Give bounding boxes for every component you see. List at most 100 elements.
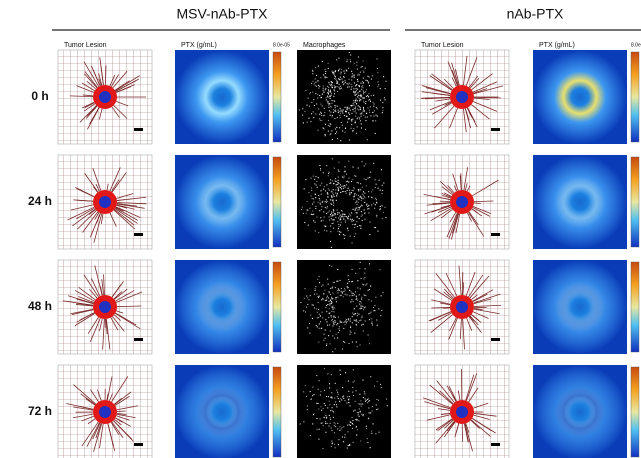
macrophage xyxy=(328,90,329,91)
macrophage xyxy=(334,90,335,91)
macrophage xyxy=(326,343,327,344)
macrophage xyxy=(331,100,332,101)
macrophage xyxy=(330,417,331,418)
macrophage xyxy=(362,284,363,285)
macrophage xyxy=(344,342,345,343)
macrophage xyxy=(325,405,326,406)
macrophage xyxy=(349,405,350,406)
macrophage xyxy=(358,85,359,86)
macrophage xyxy=(337,117,338,118)
macrophage xyxy=(353,103,354,104)
macrophage xyxy=(354,193,355,194)
macrophage xyxy=(328,216,329,217)
macrophage xyxy=(333,189,334,190)
macrophage xyxy=(319,323,320,324)
macrophage xyxy=(331,191,332,192)
macrophage xyxy=(324,186,325,187)
macrophage xyxy=(300,302,301,303)
macrophage xyxy=(349,193,350,194)
ptx-map xyxy=(533,365,627,458)
macrophage xyxy=(353,209,354,210)
macrophage xyxy=(349,114,350,115)
macrophage xyxy=(353,301,354,302)
macrophage xyxy=(327,86,328,87)
macrophage xyxy=(327,96,328,97)
macrophage xyxy=(332,214,333,215)
macrophage xyxy=(364,307,365,308)
macrophage xyxy=(351,181,352,182)
macrophage xyxy=(330,96,331,97)
macrophage xyxy=(338,444,339,445)
macrophage xyxy=(377,381,378,382)
macrophage xyxy=(340,295,341,296)
macrophage xyxy=(331,301,332,302)
macrophage-panel xyxy=(297,50,391,144)
macrophage xyxy=(368,334,369,335)
macrophage xyxy=(315,290,316,291)
macrophage xyxy=(381,193,382,194)
macrophage xyxy=(346,61,347,62)
macrophage xyxy=(310,121,311,122)
macrophage xyxy=(318,202,319,203)
macrophage xyxy=(330,419,331,420)
macrophage xyxy=(349,86,350,87)
macrophage xyxy=(307,327,308,328)
macrophage xyxy=(318,232,319,233)
macrophage xyxy=(352,387,353,388)
macrophage xyxy=(369,85,370,86)
macrophage xyxy=(324,108,325,109)
macrophage xyxy=(335,107,336,108)
macrophage xyxy=(373,106,374,107)
macrophage xyxy=(307,409,308,410)
macrophage xyxy=(326,396,327,397)
macrophage xyxy=(332,115,333,116)
macrophage xyxy=(350,422,351,423)
macrophage xyxy=(367,76,368,77)
macrophage xyxy=(337,182,338,183)
macrophage xyxy=(331,288,332,289)
macrophage xyxy=(336,59,337,60)
macrophage xyxy=(347,83,348,84)
macrophage xyxy=(337,290,338,291)
macrophage xyxy=(382,185,383,186)
macrophage xyxy=(310,435,311,436)
macrophage xyxy=(320,204,321,205)
macrophage xyxy=(358,420,359,421)
macrophage xyxy=(343,83,344,84)
macrophage xyxy=(330,410,331,411)
macrophage xyxy=(352,420,353,421)
macrophage xyxy=(333,96,334,97)
macrophage xyxy=(377,188,378,189)
macrophage xyxy=(354,108,355,109)
macrophage xyxy=(301,209,302,210)
macrophage xyxy=(364,273,365,274)
macrophage xyxy=(355,224,356,225)
macrophage xyxy=(386,398,387,399)
macrophage xyxy=(315,194,316,195)
macrophage xyxy=(326,213,327,214)
macrophage xyxy=(353,105,354,106)
tumor-core xyxy=(456,301,468,313)
macrophage xyxy=(361,302,362,303)
macrophage xyxy=(325,225,326,226)
macrophage xyxy=(365,398,366,399)
macrophage xyxy=(373,163,374,164)
macrophage xyxy=(359,294,360,295)
macrophage xyxy=(361,404,362,405)
macrophage xyxy=(369,343,370,344)
tumor-core xyxy=(456,196,468,208)
macrophage xyxy=(345,191,346,192)
macrophage xyxy=(361,127,362,128)
macrophage xyxy=(367,107,368,108)
macrophage xyxy=(334,85,335,86)
macrophage xyxy=(339,87,340,88)
macrophage xyxy=(338,218,339,219)
macrophage xyxy=(360,206,361,207)
macrophage xyxy=(321,115,322,116)
macrophage xyxy=(351,106,352,107)
macrophage xyxy=(357,287,358,288)
macrophage xyxy=(333,112,334,113)
macrophage xyxy=(332,100,333,101)
macrophage xyxy=(370,376,371,377)
macrophage xyxy=(328,89,329,90)
